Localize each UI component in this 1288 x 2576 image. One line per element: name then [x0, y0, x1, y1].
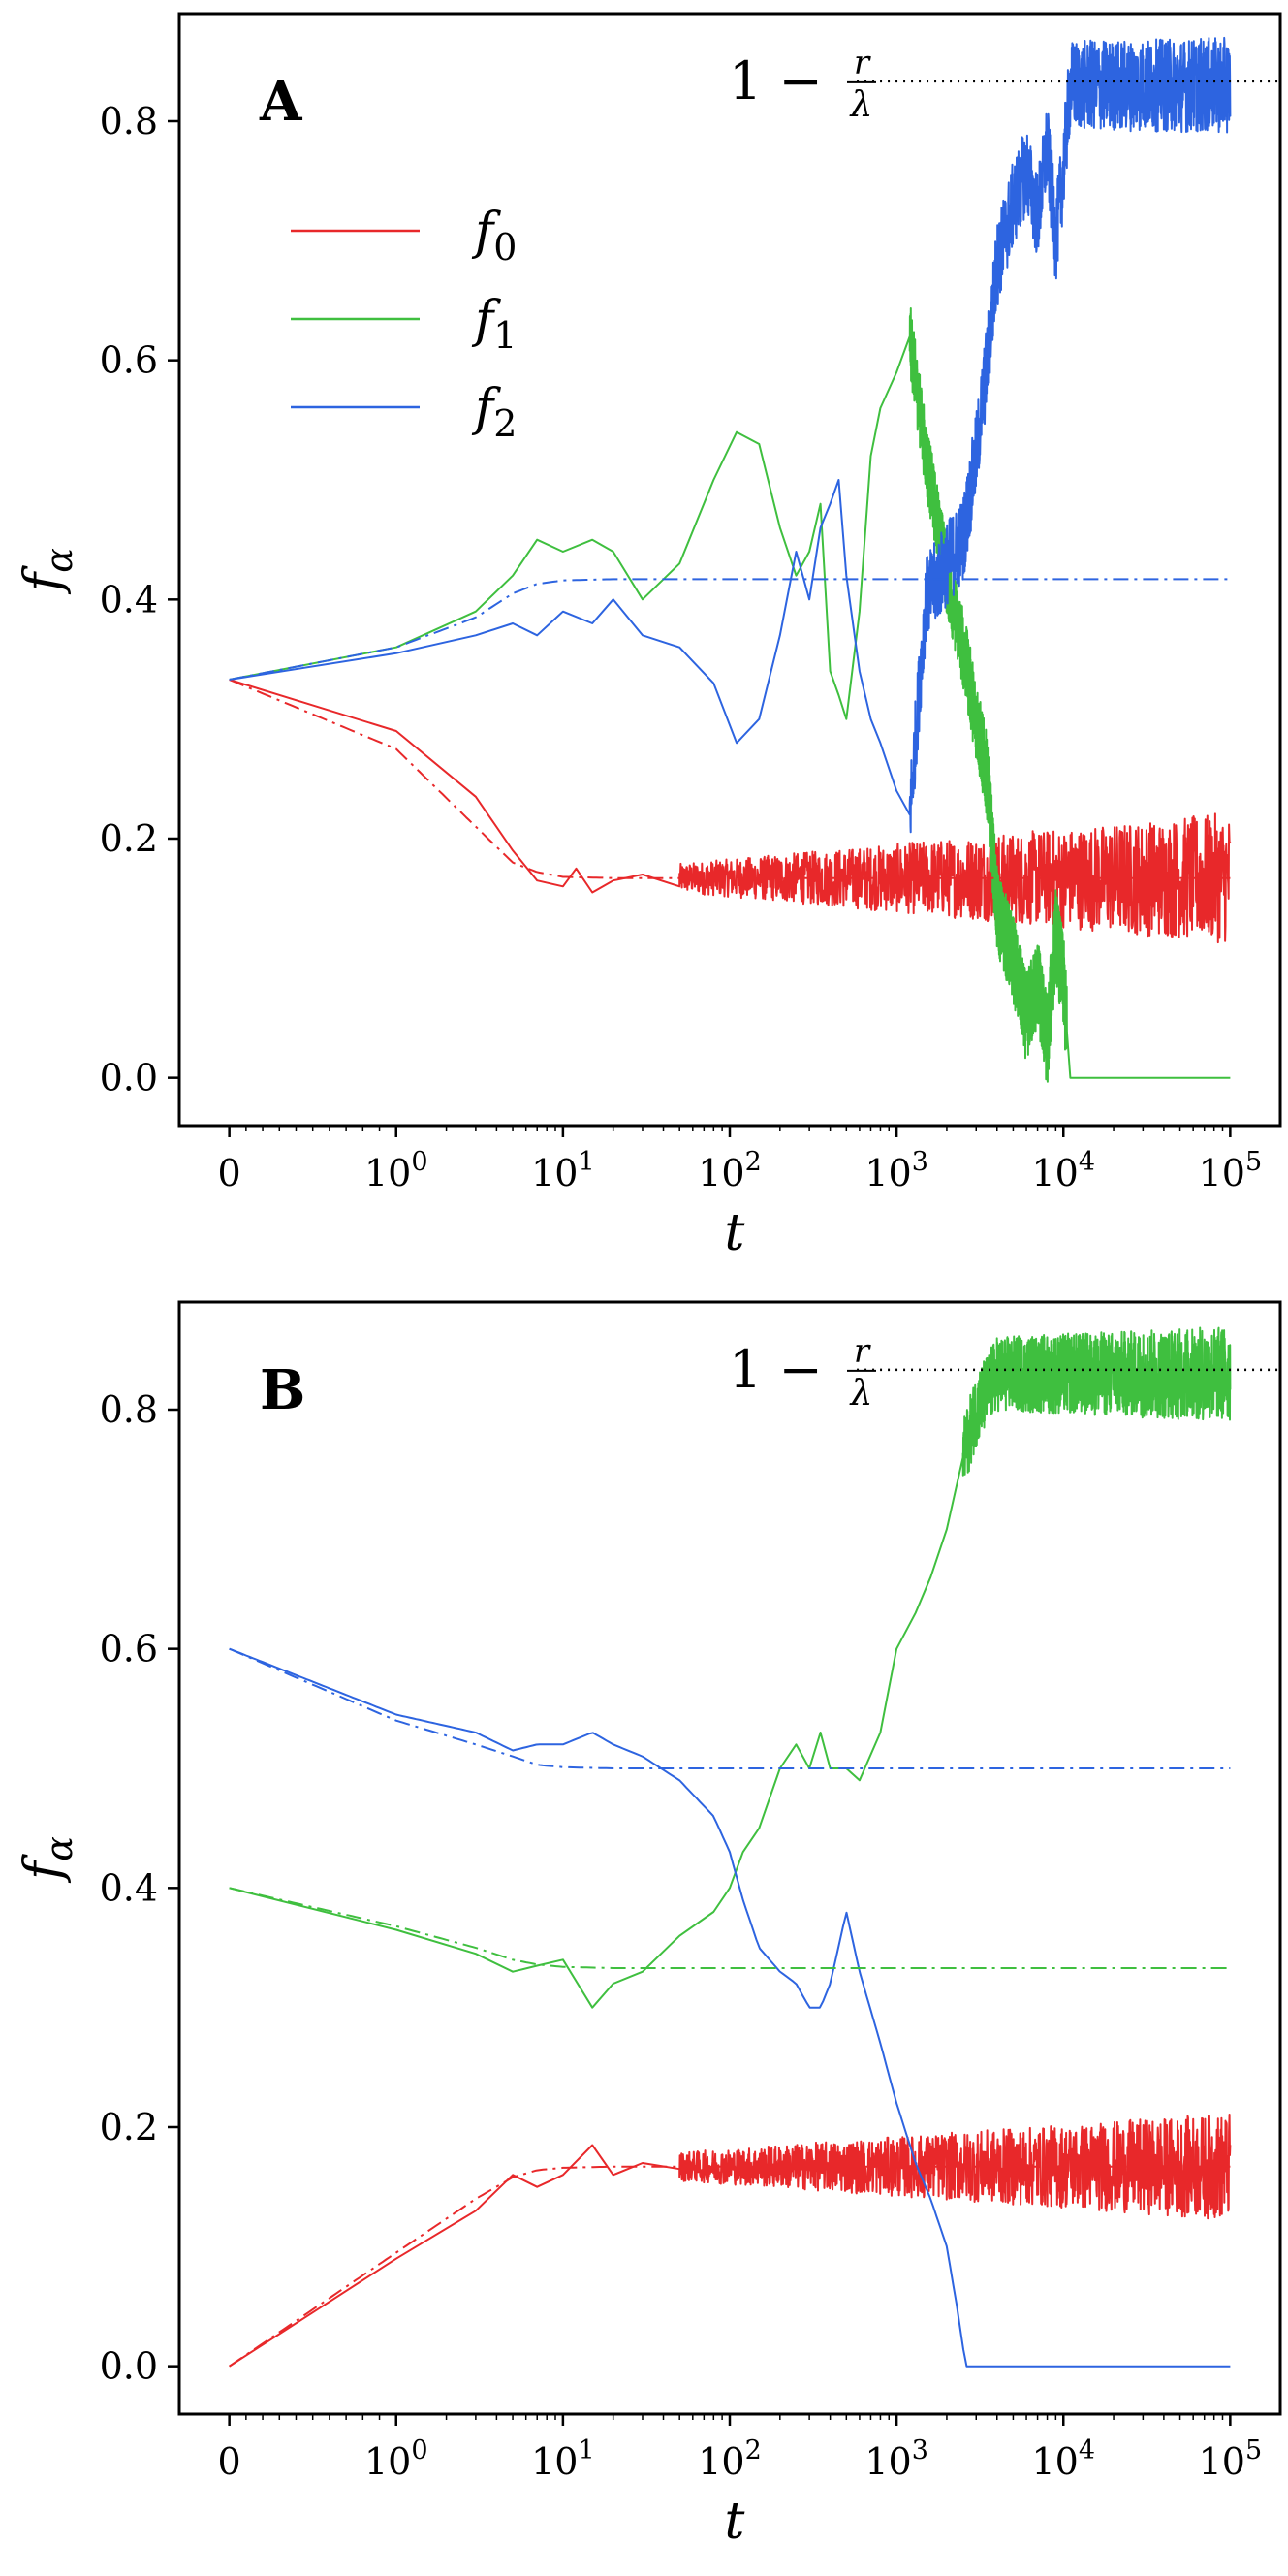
x-tick-exponent: 2: [745, 2435, 762, 2465]
x-tick-label: 100: [364, 1147, 428, 1194]
x-tick-base: 0: [218, 2440, 241, 2483]
legend-label-subscript: 1: [493, 314, 517, 357]
y-tick-label: 0.2: [100, 2106, 158, 2148]
x-tick-exponent: 3: [912, 2435, 928, 2465]
x-tick-label: 100: [364, 2435, 428, 2483]
y-tick-label: 0.0: [100, 1057, 158, 1099]
x-tick-label: 102: [698, 1147, 762, 1194]
annotation-denominator: λ: [849, 85, 873, 125]
series-line-f12-mean: [229, 578, 1231, 681]
x-tick-base: 10: [531, 1152, 578, 1194]
annotation-prefix: 1 −: [729, 1339, 823, 1400]
x-tick-label: 101: [531, 1147, 595, 1194]
x-tick-base: 10: [698, 1152, 744, 1194]
y-axis-label: fα: [15, 548, 80, 595]
y-label-subscript: α: [38, 1836, 80, 1861]
x-tick-label: 102: [698, 2435, 762, 2483]
series-line-f1-mean: [229, 1887, 1231, 1969]
series-line-f1: [229, 307, 1231, 1083]
axes-frame: [177, 1300, 1282, 2416]
x-tick-label: 104: [1031, 1147, 1095, 1194]
x-axis-label: t: [725, 1204, 745, 1262]
x-tick-exponent: 0: [411, 1147, 427, 1177]
x-tick-base: 10: [1199, 2440, 1245, 2483]
annotation-numerator: r: [854, 1332, 871, 1371]
y-tick-label: 0.2: [100, 817, 158, 860]
x-tick-base: 10: [698, 2440, 744, 2483]
x-tick-exponent: 4: [1079, 2435, 1095, 2465]
x-tick-base: 0: [218, 1152, 241, 1194]
series-line-f0: [229, 679, 1232, 944]
x-tick-base: 10: [531, 2440, 578, 2483]
x-axis-label: t: [725, 2493, 745, 2551]
x-tick-base: 10: [1031, 1152, 1078, 1194]
annotation-numerator: r: [854, 44, 871, 82]
x-tick-base: 10: [1031, 2440, 1078, 2483]
legend-label-f2: f2: [471, 379, 517, 445]
plot-area: [229, 36, 1232, 1083]
x-tick-label: 0: [218, 1152, 241, 1194]
x-tick-base: 10: [864, 1152, 911, 1194]
panel-label: A: [259, 70, 303, 134]
y-tick-label: 0.6: [100, 1628, 158, 1670]
x-tick-exponent: 4: [1079, 1147, 1095, 1177]
series-line-f2: [229, 36, 1232, 834]
x-tick-label: 105: [1199, 1147, 1263, 1194]
x-tick-exponent: 5: [1245, 1147, 1262, 1177]
x-tick-label: 104: [1031, 2435, 1095, 2483]
series-line-f0: [229, 2114, 1232, 2368]
x-tick-label: 103: [864, 2435, 928, 2483]
y-tick-label: 0.4: [100, 1866, 158, 1909]
legend-label-subscript: 0: [493, 226, 517, 269]
series-line-f2-mean: [229, 1647, 1231, 1769]
annotation-prefix: 1 −: [729, 50, 823, 111]
x-tick-base: 10: [1199, 1152, 1245, 1194]
series-line-f0-mean: [229, 2165, 1231, 2368]
y-label-subscript: α: [38, 548, 80, 573]
x-tick-label: 101: [531, 2435, 595, 2483]
x-tick-exponent: 1: [578, 1147, 594, 1177]
y-tick-label: 0.0: [100, 2345, 158, 2388]
y-tick-label: 0.4: [100, 578, 158, 620]
annotation-denominator: λ: [849, 1374, 873, 1414]
y-tick-label: 0.6: [100, 339, 158, 382]
panel-label: B: [260, 1358, 305, 1422]
series-line-f0-mean: [229, 679, 1231, 879]
x-tick-base: 10: [364, 1152, 411, 1194]
x-tick-base: 10: [864, 2440, 911, 2483]
x-tick-label: 0: [218, 2440, 241, 2483]
legend-label-f0: f0: [471, 203, 517, 269]
x-tick-exponent: 1: [578, 2435, 594, 2465]
axes-frame: [177, 12, 1282, 1128]
series-line-f2: [229, 1647, 1231, 2368]
plot-area: [229, 1326, 1232, 2368]
y-axis-label: fα: [15, 1836, 80, 1884]
x-tick-base: 10: [364, 2440, 411, 2483]
legend-label-subscript: 2: [493, 402, 517, 445]
series-line-f1: [229, 1326, 1232, 2009]
x-tick-exponent: 5: [1245, 2435, 1262, 2465]
legend: f0 f1 f2: [291, 203, 517, 445]
x-tick-label: 103: [864, 1147, 928, 1194]
x-tick-label: 105: [1199, 2435, 1263, 2483]
legend-label-f1: f1: [471, 291, 517, 357]
x-tick-exponent: 0: [411, 2435, 427, 2465]
x-tick-exponent: 3: [912, 1147, 928, 1177]
x-tick-exponent: 2: [745, 1147, 762, 1177]
y-tick-label: 0.8: [100, 1388, 158, 1431]
y-tick-label: 0.8: [100, 100, 158, 143]
